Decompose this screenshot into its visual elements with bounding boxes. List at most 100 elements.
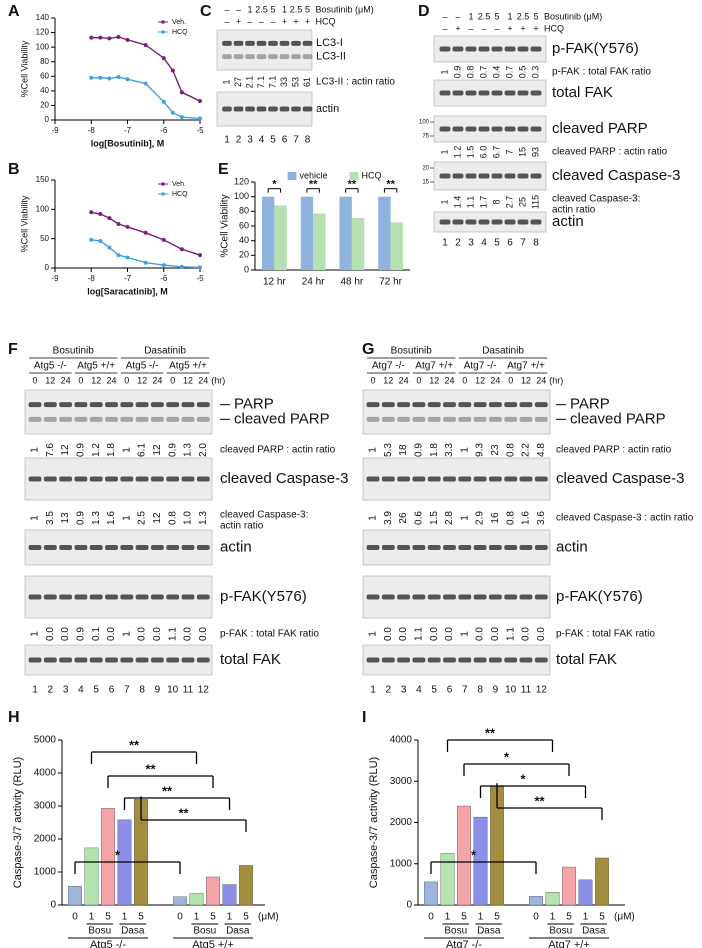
band — [491, 173, 503, 179]
band — [530, 173, 542, 179]
header-cell: 2.5 — [478, 11, 491, 21]
band — [279, 106, 290, 112]
ratio: 0.0 — [383, 627, 394, 641]
x-tick-label: 0 — [533, 912, 539, 923]
header-cell: 24 — [198, 375, 208, 385]
band — [28, 657, 42, 663]
lane-number: 9 — [155, 685, 161, 696]
band — [534, 416, 548, 422]
x-tick-label: 1 — [227, 912, 233, 923]
band — [196, 545, 210, 550]
blot — [433, 79, 547, 107]
bar — [578, 879, 593, 906]
band — [488, 594, 502, 600]
y-tick-label: 1000 — [390, 858, 413, 869]
band — [43, 402, 57, 408]
point — [161, 263, 166, 268]
band — [439, 219, 451, 225]
header-label: (hr) — [549, 375, 563, 385]
x-tick-label: -8 — [88, 274, 96, 283]
band — [491, 126, 503, 132]
blot — [362, 389, 551, 435]
x-sublabel: Dasa — [477, 926, 501, 937]
band — [412, 545, 426, 550]
band — [519, 402, 533, 408]
band — [59, 545, 73, 550]
band — [59, 476, 73, 482]
lane-number: 8 — [533, 238, 539, 249]
band — [473, 416, 487, 422]
band — [504, 545, 518, 550]
lane-number: 8 — [477, 685, 483, 696]
ratio: 2.8 — [444, 511, 455, 525]
bar — [313, 213, 326, 270]
band — [74, 545, 88, 550]
x-sublabel: Dasa — [226, 926, 250, 937]
ratio: 2.2 — [521, 443, 532, 457]
header-cell: 2.5 — [255, 4, 268, 14]
ratio: 0.0 — [444, 627, 455, 641]
x-tick-label: 1 — [478, 912, 484, 923]
header-span: Atg5 +/+ — [77, 361, 115, 372]
row-label: total FAK — [552, 84, 613, 101]
point — [179, 115, 184, 120]
bar — [473, 816, 488, 906]
band — [397, 657, 411, 663]
band — [519, 476, 533, 482]
row-label: p-FAK(Y576) — [552, 40, 639, 57]
panel-letter: B — [8, 161, 20, 178]
band — [291, 40, 301, 46]
band — [519, 545, 533, 550]
x-group-label: Atg5 +/+ — [192, 939, 234, 948]
y-tick-label: 120 — [234, 176, 249, 186]
row-label: actin — [316, 103, 339, 115]
y-tick-label: 80 — [239, 206, 249, 216]
lane-number: 8 — [305, 135, 311, 146]
bar — [457, 805, 471, 906]
lane-number: 4 — [78, 685, 84, 696]
ratio: 1.6 — [521, 511, 532, 525]
ratio: 1 — [30, 515, 41, 521]
point — [143, 260, 148, 265]
header-cell: 0 — [32, 375, 37, 385]
bar — [351, 217, 365, 270]
header-label: Bosutinib (μM) — [316, 4, 374, 14]
band — [443, 416, 456, 422]
band — [439, 90, 451, 96]
y-axis-label: %Cell Viability — [220, 194, 231, 257]
band — [245, 40, 255, 46]
band — [105, 476, 118, 482]
row-label: cleaved PARP — [234, 410, 330, 427]
point — [170, 68, 175, 73]
significance-label: * — [520, 771, 526, 786]
header-span: Bosutinib — [391, 346, 433, 357]
y-axis-label: Caspase-3/7 activity (RLU) — [12, 757, 24, 888]
significance-label: ** — [129, 737, 140, 752]
legend-label: Veh. — [172, 19, 186, 26]
header-cell: – — [224, 4, 229, 14]
header-label: Bosutinib (μM) — [544, 11, 602, 21]
row-label: PARP — [570, 396, 610, 413]
band — [74, 594, 88, 600]
ratio: 7.6 — [45, 443, 56, 457]
band — [473, 545, 487, 550]
band — [89, 657, 103, 663]
ratio: 2.1 — [244, 76, 254, 89]
band — [59, 594, 73, 600]
lane-number: 12 — [198, 685, 210, 696]
x-tick-label: 5 — [494, 912, 500, 923]
band — [381, 545, 395, 550]
band — [166, 545, 180, 550]
legend-swatch — [287, 172, 297, 180]
significance-label: ** — [348, 179, 357, 191]
x-tick-label: -9 — [51, 126, 59, 135]
band — [89, 594, 103, 600]
legend-marker — [161, 30, 165, 34]
unit-label: (μM) — [614, 912, 635, 923]
bar — [545, 892, 560, 906]
band — [196, 416, 210, 422]
band — [397, 402, 411, 408]
point — [98, 239, 103, 244]
band — [166, 657, 180, 663]
lane-number: 9 — [493, 685, 499, 696]
